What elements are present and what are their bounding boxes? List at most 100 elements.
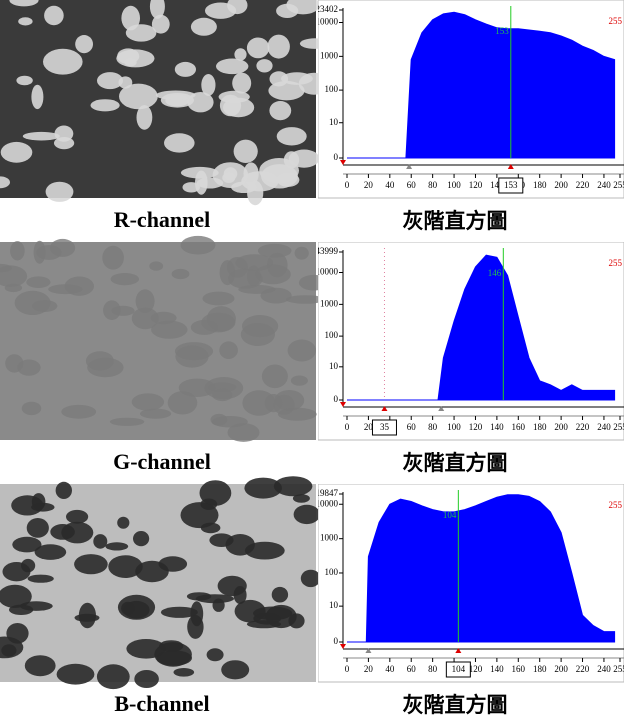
image-blob <box>291 376 308 386</box>
image-blob <box>156 91 196 100</box>
image-blob <box>258 244 292 258</box>
image-blob <box>203 292 235 306</box>
panel-row: 0101001000100001984710425502040608010012… <box>0 476 624 717</box>
selected-label: 153 <box>504 180 518 190</box>
image-blob <box>190 601 203 626</box>
x-tick-label: 220 <box>576 422 590 432</box>
histogram: 0101001000100001984710425502040608010012… <box>316 484 624 682</box>
image-blob <box>134 670 159 688</box>
image-blob <box>17 360 40 376</box>
x-tick-label: 240 <box>597 180 611 190</box>
y-tick-label: 10 <box>329 600 339 610</box>
image-blob <box>200 499 217 510</box>
image-blob <box>15 291 51 315</box>
y-tick-label: 1000 <box>320 298 339 308</box>
histogram-caption: 灰階直方圖 <box>403 209 508 233</box>
image-blob <box>5 284 22 292</box>
x-tick-label: 140 <box>490 664 504 674</box>
image-blob <box>196 594 234 603</box>
y-tick-label: 0 <box>334 152 339 162</box>
image-blob <box>18 17 32 25</box>
image-blob <box>65 277 94 296</box>
x-tick-label: 140 <box>490 422 504 432</box>
x-tick-label: 80 <box>428 422 438 432</box>
image-blob <box>201 74 215 96</box>
x-tick-label: 80 <box>428 664 438 674</box>
image-blob <box>191 18 217 36</box>
image-blob <box>294 505 320 524</box>
image-caption: R-channel <box>114 207 211 232</box>
image-blob <box>183 182 200 192</box>
image-blob <box>27 518 49 538</box>
image-caption: G-channel <box>113 449 211 474</box>
image-blob <box>256 59 272 72</box>
image-blob <box>6 623 28 644</box>
x-tick-label: 200 <box>554 422 568 432</box>
image-blob <box>213 162 249 188</box>
image-blob <box>1 142 33 163</box>
x-tick-label: 255 <box>613 180 624 190</box>
image-blob <box>61 405 96 419</box>
y-tick-label: 100 <box>325 84 339 94</box>
image-blob <box>269 101 291 120</box>
image-blob <box>247 181 263 206</box>
y-tick-label: 10000 <box>316 267 339 277</box>
x-tick-label: 255 <box>613 664 624 674</box>
x-tick-label: 200 <box>554 180 568 190</box>
x-tick-label: 100 <box>447 180 461 190</box>
x-tick-label: 80 <box>428 180 438 190</box>
image-blob <box>28 575 54 583</box>
x-tick-label: 20 <box>364 664 374 674</box>
image-blob <box>119 84 158 110</box>
x-tick-label: 200 <box>554 664 568 674</box>
x-tick-label: 0 <box>345 664 350 674</box>
image-blob <box>172 269 190 279</box>
x-tick-label: 40 <box>385 664 395 674</box>
image-blob <box>75 35 93 53</box>
image-blob <box>110 418 144 426</box>
max-label: 255 <box>609 500 623 510</box>
image-blob <box>270 71 289 86</box>
image-blob <box>216 59 248 75</box>
image-blob <box>74 554 108 574</box>
x-tick-label: 160 <box>512 664 526 674</box>
image-blob <box>181 236 216 255</box>
image-blob <box>175 345 208 367</box>
image-blob <box>111 306 134 316</box>
image-blob <box>152 15 170 34</box>
image-blob <box>228 423 260 442</box>
micrograph <box>0 476 321 689</box>
image-blob <box>301 570 321 587</box>
image-blob <box>133 531 149 546</box>
image-blob <box>105 542 128 550</box>
image-blob <box>16 76 32 85</box>
image-blob <box>151 312 177 324</box>
image-blob <box>91 99 120 111</box>
image-blob <box>26 276 50 288</box>
image-blob <box>61 522 93 544</box>
image-blob <box>179 379 216 397</box>
image-blob <box>46 182 74 202</box>
image-blob <box>66 510 88 524</box>
image-blob <box>31 85 43 109</box>
y-tick-label: 19847 <box>316 488 339 498</box>
selected-label: 35 <box>380 422 390 432</box>
y-tick-label: 10000 <box>316 17 339 27</box>
image-blob <box>3 562 31 581</box>
image-blob <box>57 664 95 685</box>
y-tick-label: 23402 <box>316 4 339 14</box>
x-tick-label: 40 <box>385 180 395 190</box>
image-blob <box>36 245 61 260</box>
image-blob <box>56 482 72 499</box>
image-blob <box>35 544 67 560</box>
histogram: 0101001000100004399914625502040608010012… <box>316 242 624 440</box>
image-blob <box>108 555 142 578</box>
image-blob <box>288 340 316 362</box>
y-tick-label: 10 <box>329 117 339 127</box>
image-blob <box>10 241 25 260</box>
image-blob <box>234 140 258 163</box>
x-tick-label: 240 <box>597 422 611 432</box>
image-blob <box>247 38 269 59</box>
image-blob <box>44 6 64 26</box>
